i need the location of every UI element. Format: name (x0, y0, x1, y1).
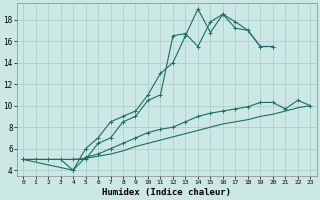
X-axis label: Humidex (Indice chaleur): Humidex (Indice chaleur) (102, 188, 231, 197)
